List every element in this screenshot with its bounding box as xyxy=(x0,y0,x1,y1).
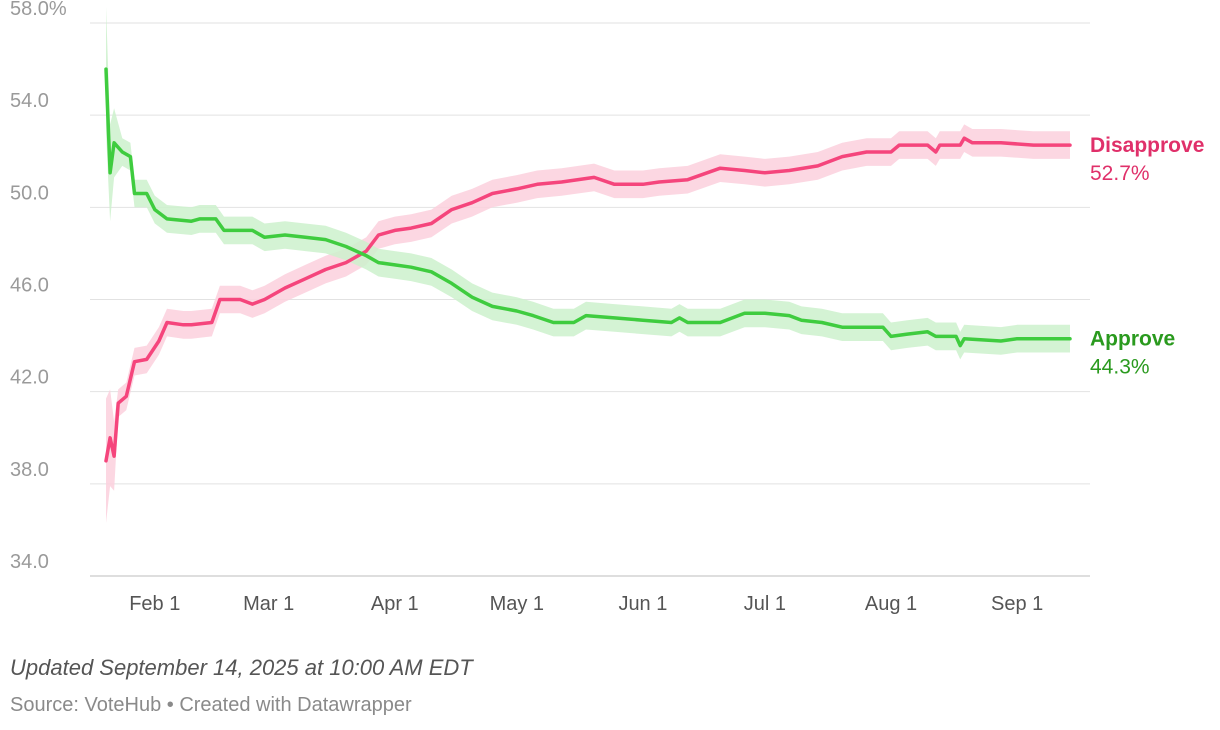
x-tick-label: Mar 1 xyxy=(243,593,294,615)
approval-chart: 34.0 38.0 42.0 46.0 50.0 54.0 58.0% Feb 1 Mar 1 A… xyxy=(10,0,1204,615)
x-tick-label: Sep 1 xyxy=(991,593,1043,615)
approve-series-label: Approve xyxy=(1090,328,1175,351)
approve-line xyxy=(104,67,1072,348)
y-tick-label: 46.0 xyxy=(10,275,49,297)
disapprove-end-value: 52.7% xyxy=(1090,162,1150,185)
y-tick-label: 34.0 xyxy=(10,551,49,573)
updated-note: Updated September 14, 2025 at 10:00 AM E… xyxy=(10,655,473,680)
approve-end-value: 44.3% xyxy=(1090,356,1150,379)
x-tick-label: Feb 1 xyxy=(129,593,180,615)
x-tick-label: Jun 1 xyxy=(618,593,667,615)
y-tick-label: 50.0 xyxy=(10,182,49,204)
y-tick-label: 58.0% xyxy=(10,0,67,20)
chart-svg: 34.0 38.0 42.0 46.0 50.0 54.0 58.0% Feb 1 Mar 1 A… xyxy=(10,0,1204,615)
x-tick-label: Apr 1 xyxy=(371,593,419,615)
y-tick-label: 42.0 xyxy=(10,367,49,389)
disapprove-series-label: Disapprove xyxy=(1090,134,1204,157)
x-tick-label: May 1 xyxy=(490,593,544,615)
y-tick-label: 38.0 xyxy=(10,459,49,481)
disapprove-line xyxy=(104,136,1072,463)
source-credit: Source: VoteHub • Created with Datawrapp… xyxy=(10,694,412,716)
x-tick-label: Jul 1 xyxy=(744,593,786,615)
y-tick-label: 54.0 xyxy=(10,90,49,112)
x-tick-label: Aug 1 xyxy=(865,593,917,615)
